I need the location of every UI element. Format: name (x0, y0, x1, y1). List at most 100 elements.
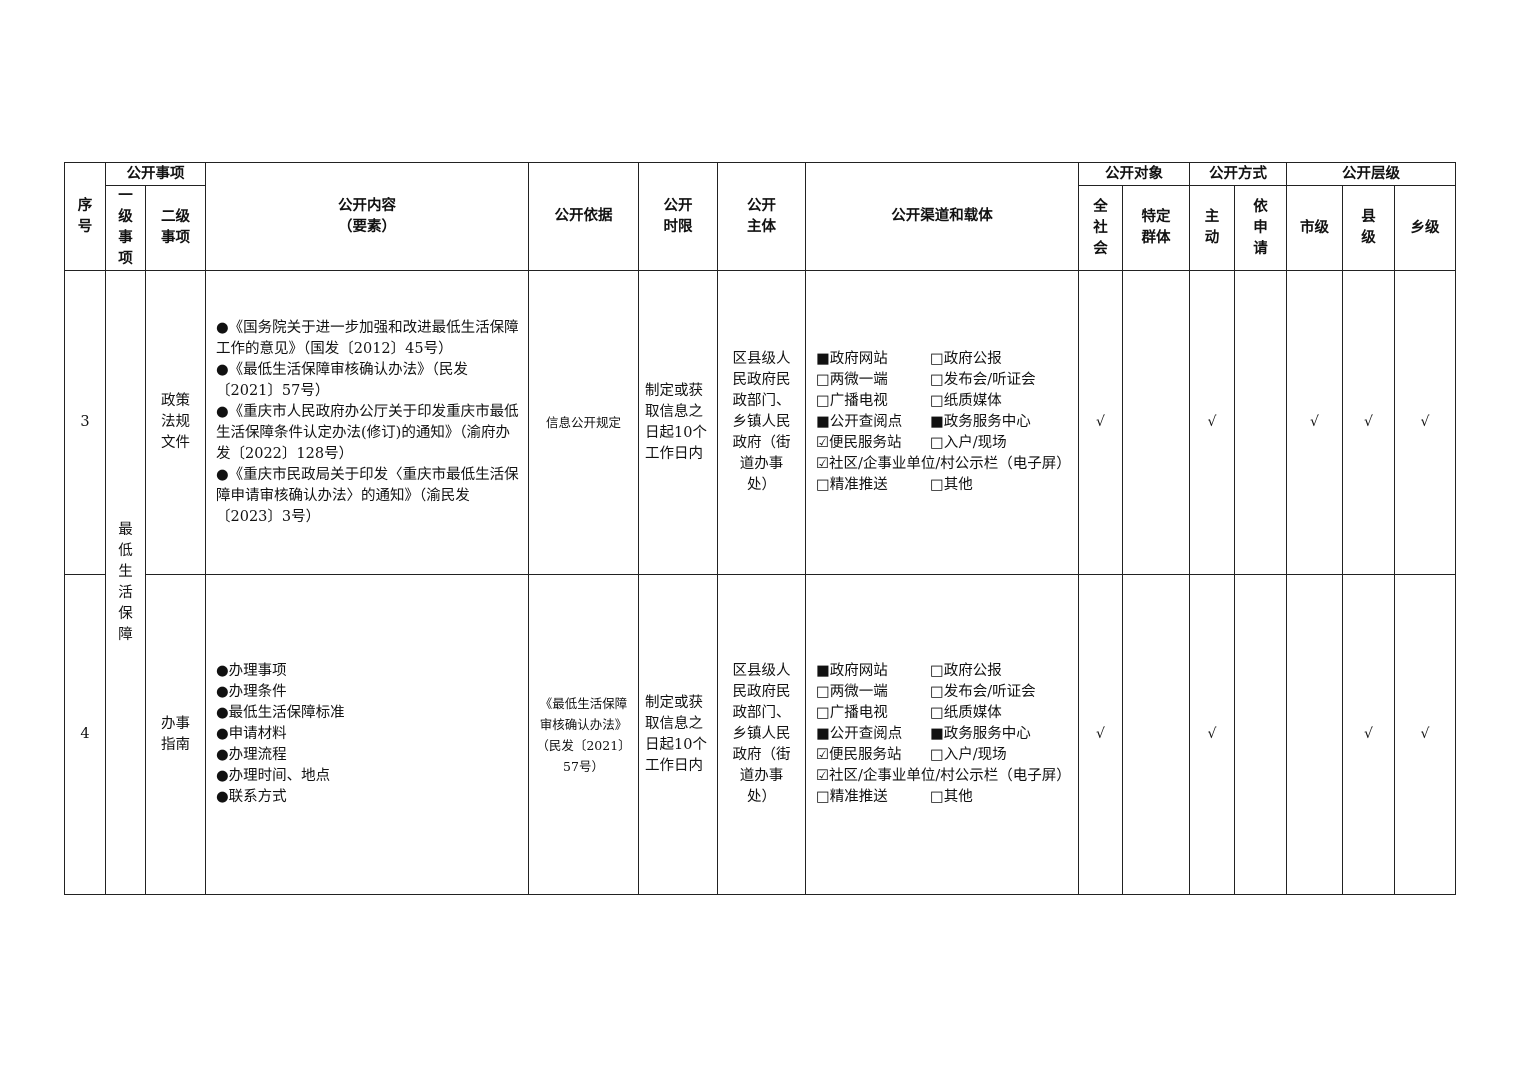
table-row: 4 办事指南 ●办理事项 ●办理条件 ●最低生活保障标准 ●申请材料 ●办理流程 ●办理时间、… (64, 574, 1457, 895)
channel-item: □广播电视 (816, 391, 930, 412)
filled-square-icon: ■ (816, 414, 830, 430)
channel-label: 广播电视 (829, 705, 888, 721)
header-matter-group: 公开事项 (105, 162, 206, 186)
channel-label: 社区/企事业单位/村公示栏（电子屏） (829, 456, 1071, 472)
channel-item: ☑社区/企事业单位/村公示栏（电子屏） (816, 454, 1078, 475)
level-county-check: √ (1342, 270, 1395, 575)
target-all-check: √ (1078, 574, 1123, 895)
channel-label: 其他 (943, 477, 973, 493)
header-level-city: 市级 (1286, 185, 1343, 271)
channel-item: □两微一端 (816, 370, 930, 391)
level2-label: 办事指南 (160, 715, 190, 753)
empty-box-icon: □ (930, 435, 944, 451)
subject-cell: 区县级人民政府民政部门、乡镇人民政府（街道办事处） (717, 574, 806, 895)
level1-cell: 最低生活保障 (105, 270, 146, 895)
mode-request-check (1234, 270, 1287, 575)
content-item: ●办理事项 (216, 663, 287, 679)
time-limit-cell: 制定或获取信息之日起10个工作日内 (638, 574, 718, 895)
level-county-check: √ (1342, 574, 1395, 895)
header-target-all: 全社会 (1078, 185, 1123, 271)
checked-box-icon: ☑ (816, 435, 829, 451)
level-city-check: √ (1286, 270, 1343, 575)
filled-square-icon: ■ (930, 726, 944, 742)
channel-item: ■政务服务中心 (930, 412, 1078, 433)
channel-label: 政府公报 (943, 351, 1002, 367)
mode-request-check (1234, 574, 1287, 895)
channel-label: 纸质媒体 (943, 705, 1002, 721)
channel-label: 政务服务中心 (943, 414, 1031, 430)
header-mode-request: 依申请 (1234, 185, 1287, 271)
content-item: ●办理条件 (216, 684, 287, 700)
mode-active-check: √ (1189, 270, 1235, 575)
channel-item: □其他 (930, 475, 1078, 496)
channel-item: □政府公报 (930, 349, 1078, 370)
level-town-check: √ (1393, 270, 1457, 575)
content-item: ●《最低生活保障审核确认办法》（民发〔2021〕57号） (216, 361, 468, 399)
header-level2: 二级事项 (145, 185, 206, 271)
channel-item: □入户/现场 (930, 745, 1078, 766)
content-item: ●《重庆市民政局关于印发〈重庆市最低生活保障申请审核确认办法〉的通知》（渝民发〔… (216, 466, 519, 525)
content-cell: ●办理事项 ●办理条件 ●最低生活保障标准 ●申请材料 ●办理流程 ●办理时间、地点 ●联系… (205, 574, 529, 895)
channel-label: 公开查阅点 (829, 726, 903, 742)
channel-item: ☑社区/企事业单位/村公示栏（电子屏） (816, 766, 1078, 787)
empty-box-icon: □ (816, 789, 830, 805)
channel-item: ■公开查阅点 (816, 724, 930, 745)
time-limit-cell: 制定或获取信息之日起10个工作日内 (638, 270, 718, 575)
channel-item: □发布会/听证会 (930, 682, 1078, 703)
empty-box-icon: □ (816, 393, 830, 409)
channel-item: □发布会/听证会 (930, 370, 1078, 391)
disclosure-table: 序号 公开事项 公开内容 （要素） 公开依据 公开时限 公开主体 公开渠道和载体 … (64, 162, 1457, 895)
filled-square-icon: ■ (930, 414, 944, 430)
channel-item: □其他 (930, 787, 1078, 808)
header-channels: 公开渠道和载体 (805, 162, 1079, 271)
header-target-group: 公开对象 (1078, 162, 1190, 186)
empty-box-icon: □ (930, 372, 944, 388)
mode-active-check: √ (1189, 574, 1235, 895)
channel-item: ☑便民服务站 (816, 433, 930, 454)
channel-item: □政府公报 (930, 661, 1078, 682)
channel-label: 政府公报 (943, 663, 1002, 679)
level-town-check: √ (1393, 574, 1457, 895)
level2-cell: 办事指南 (145, 574, 206, 895)
empty-box-icon: □ (930, 351, 944, 367)
checked-box-icon: ☑ (816, 768, 829, 784)
seq-cell: 4 (64, 574, 106, 895)
target-all-check: √ (1078, 270, 1123, 575)
header-subject: 公开主体 (717, 162, 806, 271)
channel-item: ■政府网站 (816, 661, 930, 682)
level2-label: 政策法规文件 (160, 393, 190, 451)
empty-box-icon: □ (930, 663, 944, 679)
content-item: ●《国务院关于进一步加强和改进最低生活保障工作的意见》（国发〔2012〕45号） (216, 319, 519, 357)
channel-label: 两微一端 (829, 684, 888, 700)
content-item: ●申请材料 (216, 726, 287, 742)
channel-item: □精准推送 (816, 787, 930, 808)
subject-text: 区县级人民政府民政部门、乡镇人民政府（街道办事处） (732, 663, 791, 805)
header-level-group: 公开层级 (1285, 162, 1457, 186)
channel-label: 纸质媒体 (943, 393, 1002, 409)
empty-box-icon: □ (816, 372, 830, 388)
subject-cell: 区县级人民政府民政部门、乡镇人民政府（街道办事处） (717, 270, 806, 575)
channel-label: 其他 (943, 789, 973, 805)
checked-box-icon: ☑ (816, 456, 829, 472)
header-mode-group: 公开方式 (1189, 162, 1287, 186)
level-city-check (1286, 574, 1343, 895)
header-mode-active: 主动 (1189, 185, 1235, 271)
channel-label: 政府网站 (829, 663, 888, 679)
channel-item: □精准推送 (816, 475, 930, 496)
empty-box-icon: □ (816, 684, 830, 700)
level1-label: 最低生活保障 (118, 521, 133, 643)
filled-square-icon: ■ (816, 663, 830, 679)
time-limit-text: 制定或获取信息之日起10个工作日内 (645, 694, 707, 774)
empty-box-icon: □ (930, 789, 944, 805)
target-specific-check (1122, 270, 1190, 575)
channel-label: 公开查阅点 (829, 414, 903, 430)
header-seq: 序号 (64, 162, 106, 271)
time-limit-text: 制定或获取信息之日起10个工作日内 (645, 382, 707, 462)
content-item: ●办理时间、地点 (216, 768, 331, 784)
content-item: ●《重庆市人民政府办公厅关于印发重庆市最低生活保障条件认定办法(修订)的通知》（… (216, 403, 519, 462)
empty-box-icon: □ (930, 684, 944, 700)
empty-box-icon: □ (930, 747, 944, 763)
channel-item: ■政府网站 (816, 349, 930, 370)
target-specific-check (1122, 574, 1190, 895)
header-target-specific: 特定群体 (1122, 185, 1190, 271)
